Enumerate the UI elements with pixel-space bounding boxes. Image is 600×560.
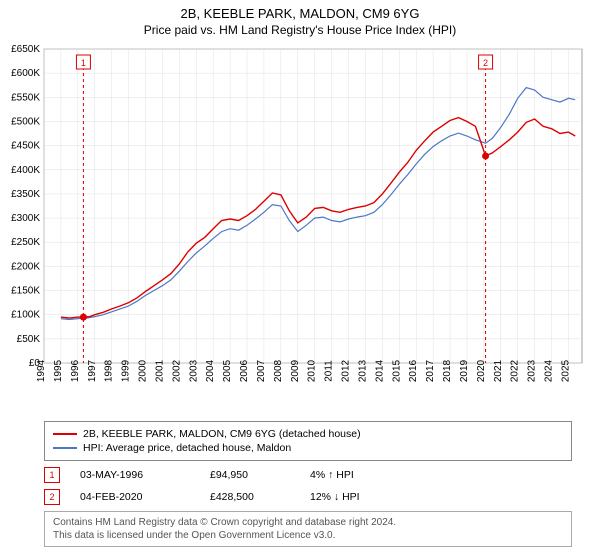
svg-text:1994: 1994 [36, 359, 47, 382]
svg-text:1: 1 [81, 58, 86, 68]
title-block: 2B, KEEBLE PARK, MALDON, CM9 6YG Price p… [0, 0, 600, 37]
svg-text:£250K: £250K [11, 237, 40, 248]
svg-text:2012: 2012 [341, 359, 352, 382]
transaction-marker-1: 1 [44, 467, 60, 483]
svg-text:2005: 2005 [222, 359, 233, 382]
svg-text:£50K: £50K [17, 334, 41, 345]
svg-text:2002: 2002 [171, 359, 182, 382]
legend-label-property: 2B, KEEBLE PARK, MALDON, CM9 6YG (detach… [83, 428, 361, 440]
transaction-date: 04-FEB-2020 [80, 491, 190, 503]
chart-title-address: 2B, KEEBLE PARK, MALDON, CM9 6YG [0, 6, 600, 21]
svg-text:£400K: £400K [11, 165, 40, 176]
svg-text:2021: 2021 [493, 359, 504, 382]
svg-text:£600K: £600K [11, 68, 40, 79]
svg-text:2019: 2019 [459, 359, 470, 382]
svg-text:2024: 2024 [544, 359, 555, 382]
svg-text:2018: 2018 [442, 359, 453, 382]
legend-item: 2B, KEEBLE PARK, MALDON, CM9 6YG (detach… [53, 428, 563, 440]
svg-text:1998: 1998 [104, 359, 115, 382]
transaction-date: 03-MAY-1996 [80, 469, 190, 481]
svg-text:2009: 2009 [290, 359, 301, 382]
svg-text:2015: 2015 [391, 359, 402, 382]
svg-text:2001: 2001 [154, 359, 165, 382]
transactions-table: 1 03-MAY-1996 £94,950 4% ↑ HPI 2 04-FEB-… [44, 467, 572, 505]
svg-text:£200K: £200K [11, 261, 40, 272]
legend-swatch-property [53, 433, 77, 435]
svg-text:1996: 1996 [70, 359, 81, 382]
transaction-price: £94,950 [210, 469, 290, 481]
plot-area: £0£50K£100K£150K£200K£250K£300K£350K£400… [0, 37, 600, 417]
svg-text:2003: 2003 [188, 359, 199, 382]
transaction-hpi-diff: 4% ↑ HPI [310, 469, 400, 481]
marker-number: 1 [49, 470, 54, 480]
svg-text:£100K: £100K [11, 310, 40, 321]
svg-text:2004: 2004 [205, 359, 216, 382]
svg-text:£150K: £150K [11, 286, 40, 297]
svg-text:£300K: £300K [11, 213, 40, 224]
svg-text:1997: 1997 [87, 359, 98, 382]
svg-text:2: 2 [483, 58, 488, 68]
chart-container: 2B, KEEBLE PARK, MALDON, CM9 6YG Price p… [0, 0, 600, 547]
svg-text:2011: 2011 [324, 360, 335, 382]
chart-svg: £0£50K£100K£150K£200K£250K£300K£350K£400… [0, 37, 600, 417]
transaction-hpi-diff: 12% ↓ HPI [310, 491, 400, 503]
svg-text:1995: 1995 [53, 359, 64, 382]
svg-text:2010: 2010 [307, 359, 318, 382]
svg-text:1999: 1999 [121, 359, 132, 382]
svg-text:2000: 2000 [138, 359, 149, 382]
svg-text:2014: 2014 [374, 359, 385, 382]
footer-line-1: Contains HM Land Registry data © Crown c… [53, 516, 563, 529]
svg-text:2022: 2022 [510, 359, 521, 382]
svg-text:2007: 2007 [256, 359, 267, 382]
svg-text:£550K: £550K [11, 92, 40, 103]
svg-text:2006: 2006 [239, 359, 250, 382]
svg-text:2023: 2023 [527, 359, 538, 382]
footer-line-2: This data is licensed under the Open Gov… [53, 529, 563, 542]
transaction-marker-2: 2 [44, 489, 60, 505]
svg-text:2016: 2016 [408, 359, 419, 382]
chart-subtitle: Price paid vs. HM Land Registry's House … [0, 23, 600, 37]
svg-text:£500K: £500K [11, 116, 40, 127]
marker-number: 2 [49, 492, 54, 502]
svg-text:2025: 2025 [560, 359, 571, 382]
svg-text:2008: 2008 [273, 359, 284, 382]
svg-text:£650K: £650K [11, 44, 40, 55]
svg-text:2017: 2017 [425, 359, 436, 382]
svg-text:£350K: £350K [11, 189, 40, 200]
legend-swatch-hpi [53, 447, 77, 449]
transaction-row: 1 03-MAY-1996 £94,950 4% ↑ HPI [44, 467, 572, 483]
legend-label-hpi: HPI: Average price, detached house, Mald… [83, 442, 291, 454]
transaction-price: £428,500 [210, 491, 290, 503]
svg-text:£450K: £450K [11, 141, 40, 152]
transaction-row: 2 04-FEB-2020 £428,500 12% ↓ HPI [44, 489, 572, 505]
legend-box: 2B, KEEBLE PARK, MALDON, CM9 6YG (detach… [44, 421, 572, 461]
footer-attribution: Contains HM Land Registry data © Crown c… [44, 511, 572, 547]
svg-text:2013: 2013 [357, 359, 368, 382]
legend-item: HPI: Average price, detached house, Mald… [53, 442, 563, 454]
